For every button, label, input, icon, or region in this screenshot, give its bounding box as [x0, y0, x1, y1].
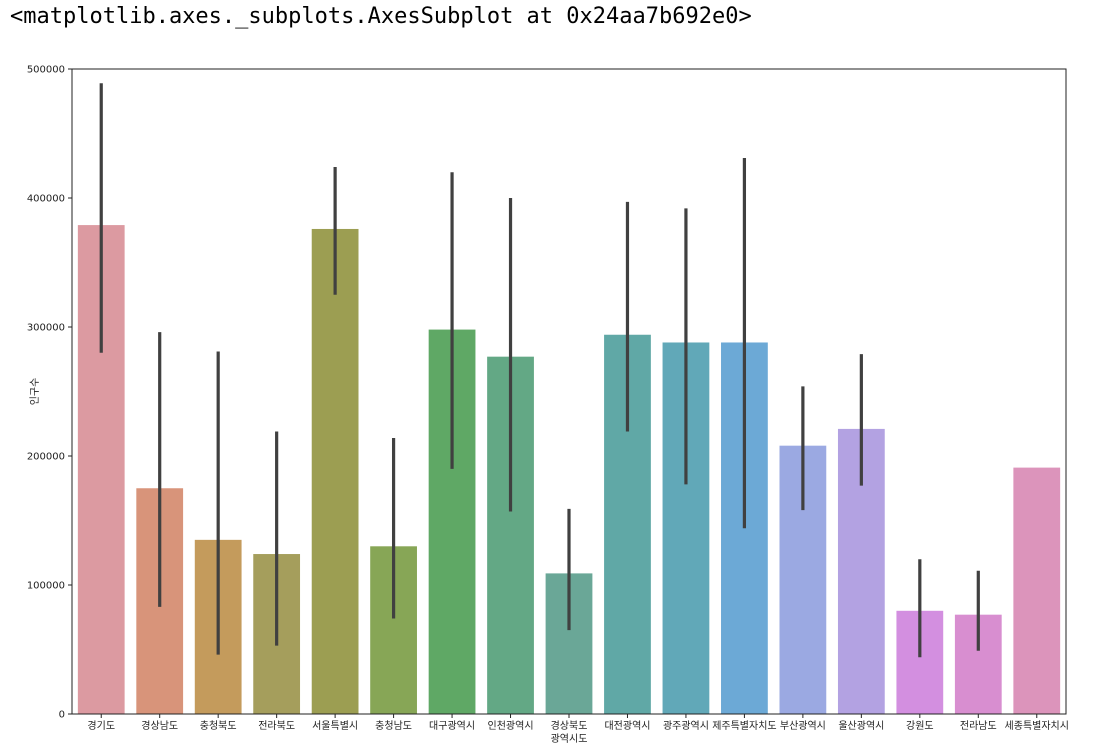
x-tick-label: 울산광역시	[838, 720, 884, 732]
x-tick-label: 인천광역시	[488, 720, 534, 732]
x-tick-label: 대구광역시	[429, 720, 475, 732]
x-axis: 경기도 경상남도 충청북도 전라북도 서울특별시 충청남도 대구광역시 인천광역시 경상북도 광역…	[87, 714, 1069, 745]
y-axis: 0 100000 200000 300000 400000 500000	[27, 65, 72, 721]
x-tick-label: 충청북도	[200, 720, 237, 732]
bar	[1013, 467, 1061, 714]
plot-frame	[71, 68, 1067, 715]
x-tick-label: 서울특별시	[312, 720, 358, 732]
x-tick-label: 경상남도	[141, 719, 178, 732]
output-repr-text: <matplotlib.axes._subplots.AxesSubplot a…	[10, 4, 752, 29]
error-bars-group	[99, 83, 980, 658]
bar	[311, 228, 359, 714]
x-tick-label: 경상북도 광역시도	[551, 719, 588, 745]
x-tick-label: 경기도	[87, 719, 115, 732]
x-tick-label: 제주특별자치도	[712, 720, 776, 732]
y-tick-label: 300000	[27, 323, 65, 334]
y-tick-label: 100000	[27, 581, 65, 592]
y-tick-label: 500000	[27, 65, 65, 76]
x-tick-label: 대전광역시	[604, 720, 650, 732]
x-tick-label: 충청남도	[375, 720, 412, 732]
x-tick-label: 전라남도	[960, 720, 997, 732]
bars-group	[77, 225, 1061, 714]
y-tick-label: 0	[59, 710, 65, 721]
x-tick-label: 광주광역시	[663, 720, 709, 732]
x-tick-label: 전라북도	[258, 720, 295, 732]
x-tick-label: 부산광역시	[780, 720, 826, 732]
x-tick-label: 세종특별자치시	[1005, 720, 1069, 732]
y-tick-label: 400000	[27, 194, 65, 205]
x-tick-label: 강원도	[906, 720, 934, 732]
y-tick-label: 200000	[27, 452, 65, 463]
y-axis-label: 인구수	[29, 378, 41, 406]
